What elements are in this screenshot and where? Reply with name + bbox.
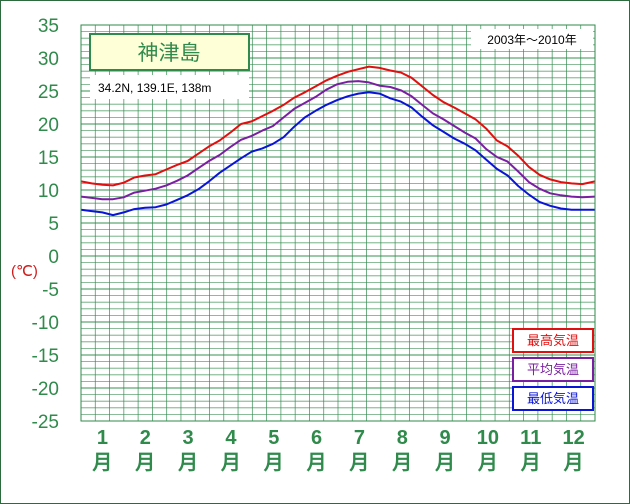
x-tick-label: 3 [183, 427, 194, 449]
location-box: 34.2N, 139.1E, 138m [90, 75, 249, 99]
series-line-2 [80, 80, 596, 201]
y-tick-label: -10 [32, 313, 59, 334]
x-tick-label: 11 [520, 427, 541, 449]
period-text: 2003年〜2010年 [487, 33, 576, 47]
legend-label: 平均気温 [527, 362, 579, 377]
y-tick-label: -20 [32, 379, 59, 400]
location-text: 34.2N, 139.1E, 138m [98, 81, 211, 95]
series-lines [80, 65, 596, 217]
y-tick-label: 15 [38, 148, 59, 169]
x-tick-label: 10 [477, 427, 499, 449]
x-tick-month-char: 月 [477, 452, 498, 474]
x-tick-label: 5 [268, 427, 279, 449]
y-axis-unit: (℃) [11, 263, 38, 280]
x-tick-month-char: 月 [177, 452, 198, 474]
x-tick-label: 7 [354, 427, 365, 449]
y-tick-label: 5 [48, 214, 59, 235]
y-tick-label: 20 [38, 115, 59, 136]
legend-label: 最高気温 [527, 333, 579, 348]
x-tick-label: 6 [311, 427, 322, 449]
x-tick-month-char: 月 [434, 452, 455, 474]
x-tick-month-char: 月 [91, 452, 112, 474]
x-tick-label: 1 [97, 427, 108, 449]
title-box: 神津島 [89, 33, 250, 71]
legend-box [512, 386, 594, 411]
x-tick-month-char: 月 [306, 452, 327, 474]
x-tick-label: 9 [440, 427, 451, 449]
x-tick-label: 12 [562, 427, 584, 449]
y-tick-label: 0 [48, 247, 59, 268]
series-line-3 [80, 91, 595, 217]
y-tick-labels: 35 30 25 20 15 10 5 0 -5 -10 -15 -20 -25 [32, 16, 59, 433]
y-tick-label: -15 [32, 346, 59, 367]
legend-box [512, 328, 594, 353]
x-tick-month-char: 月 [391, 452, 412, 474]
x-tick-label: 4 [225, 427, 237, 449]
x-tick-month-char: 月 [220, 452, 241, 474]
y-tick-label: -5 [42, 280, 59, 301]
series-line-1 [80, 65, 596, 187]
x-tick-labels: 1 月 2 月 3 月 4 月 5 月 6 月 7 月 8 月 9 月 10 月 11 月 12 月 [91, 427, 584, 474]
y-tick-label: 25 [38, 82, 59, 103]
x-tick-month-char: 月 [520, 452, 541, 474]
chart-title: 神津島 [138, 42, 201, 65]
x-tick-month-char: 月 [134, 452, 155, 474]
x-tick-month-char: 月 [348, 452, 369, 474]
x-tick-month-char: 月 [563, 452, 584, 474]
y-tick-label: 30 [38, 49, 59, 70]
plot-border [80, 24, 596, 422]
y-tick-label: -25 [32, 412, 59, 433]
x-tick-label: 8 [397, 427, 408, 449]
legend-box [512, 357, 594, 382]
y-tick-label: 35 [38, 16, 59, 37]
legend-label: 最低気温 [527, 391, 579, 406]
period-box: 2003年〜2010年 [471, 29, 593, 49]
y-tick-label: 10 [38, 181, 59, 202]
x-tick-label: 2 [140, 427, 151, 449]
x-tick-month-char: 月 [263, 452, 284, 474]
